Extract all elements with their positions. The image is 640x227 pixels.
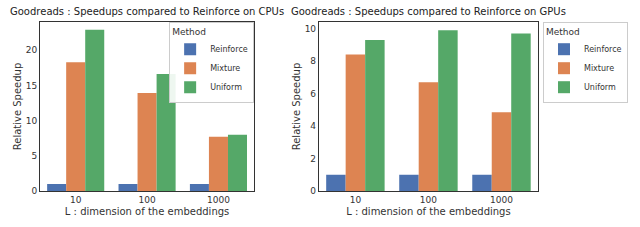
svg-text:1000: 1000 [207,195,230,205]
svg-text:Mixture: Mixture [210,64,240,73]
svg-text:L : dimension of the embedding: L : dimension of the embeddings [65,206,229,217]
svg-text:Method: Method [172,27,206,37]
svg-text:1000: 1000 [490,195,513,205]
svg-text:10: 10 [70,195,82,205]
svg-text:L : dimension of the embedding: L : dimension of the embeddings [346,206,510,217]
svg-text:6: 6 [310,89,316,99]
svg-text:15: 15 [26,81,37,91]
svg-text:Goodreads : Speedups compared: Goodreads : Speedups compared to Reinfor… [291,6,566,17]
svg-text:5: 5 [31,151,37,161]
svg-text:0: 0 [310,186,316,196]
svg-text:10: 10 [305,24,317,34]
svg-text:Uniform: Uniform [584,83,616,92]
svg-text:10: 10 [26,116,38,126]
svg-text:0: 0 [31,186,37,196]
svg-text:Relative Speedup: Relative Speedup [291,63,302,151]
svg-text:20: 20 [26,45,38,55]
svg-text:8: 8 [310,56,316,66]
svg-text:100: 100 [420,195,437,205]
svg-text:2: 2 [310,154,316,164]
svg-text:4: 4 [310,121,316,131]
svg-text:10: 10 [350,195,362,205]
svg-text:Uniform: Uniform [210,83,242,92]
svg-text:Goodreads : Speedups compared: Goodreads : Speedups compared to Reinfor… [10,6,284,17]
svg-text:Reinforce: Reinforce [584,45,622,54]
svg-text:100: 100 [138,195,155,205]
svg-text:Reinforce: Reinforce [210,45,248,54]
svg-text:Mixture: Mixture [584,64,614,73]
svg-text:Relative Speedup: Relative Speedup [12,63,23,151]
svg-text:Method: Method [546,27,580,37]
